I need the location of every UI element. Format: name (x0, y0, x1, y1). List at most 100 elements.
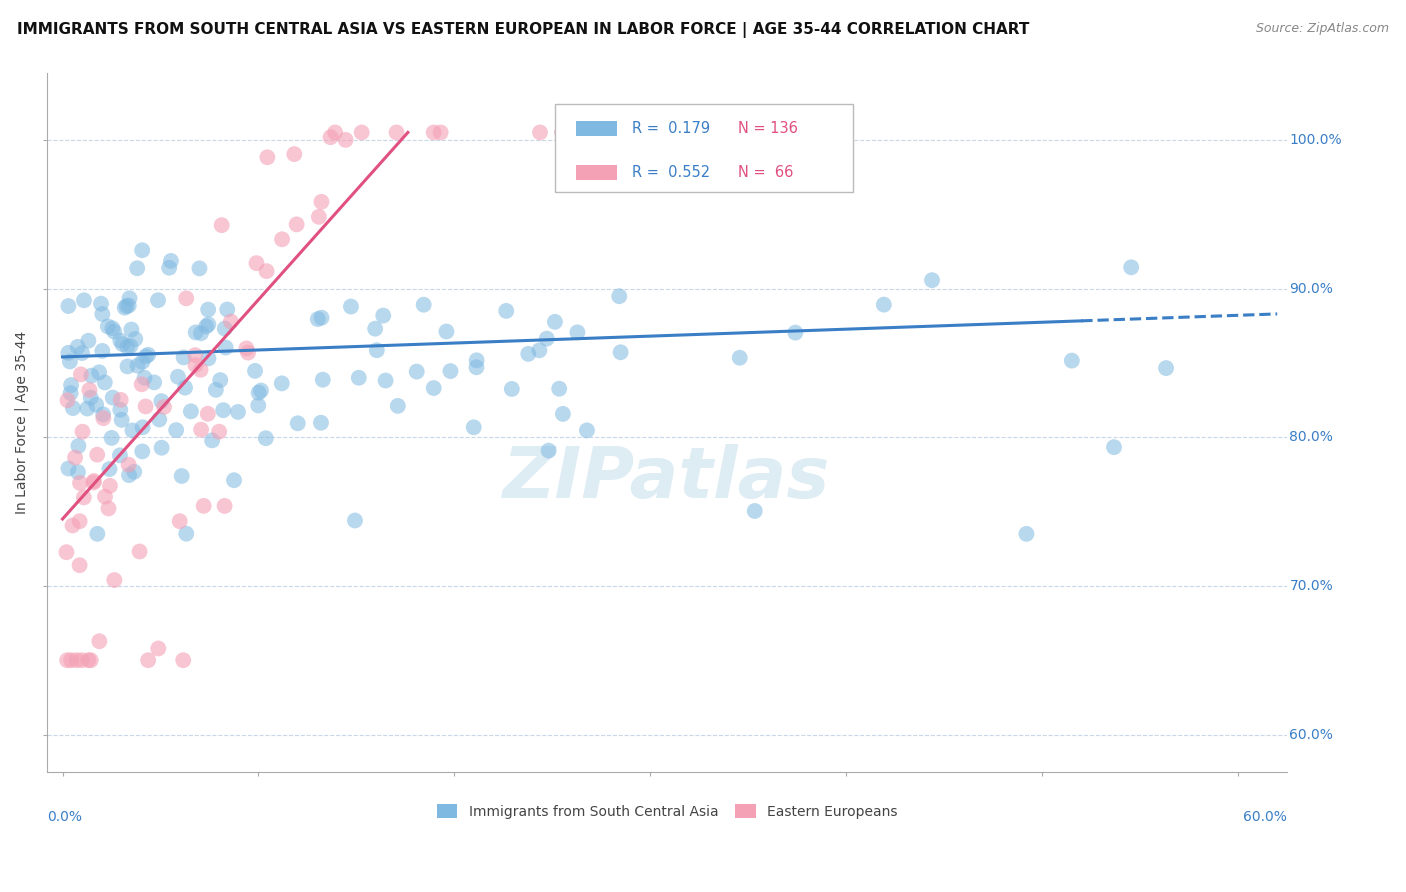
Point (311, 310, 333, 325)
Point (350, 125, 373, 139)
Point (335, 133, 357, 147)
Point (91, 307, 114, 321)
Point (76, 401, 98, 416)
Point (463, 420, 485, 434)
Point (173, 351, 195, 365)
Text: R =  0.552: R = 0.552 (633, 165, 710, 179)
Point (214, 341, 236, 355)
Point (517, 347, 540, 361)
Legend: Immigrants from South Central Asia, Eastern Europeans: Immigrants from South Central Asia, East… (432, 798, 903, 824)
Point (172, 653, 194, 667)
Point (91, 408, 114, 422)
Point (195, 319, 218, 334)
Point (89, 365, 111, 379)
Point (80, 653, 103, 667)
Point (108, 448, 131, 462)
Point (120, 322, 142, 336)
Point (84, 398, 107, 412)
Point (63, 450, 86, 465)
Point (150, 394, 173, 409)
Point (69, 558, 91, 573)
Point (551, 407, 574, 421)
Point (245, 256, 267, 270)
Point (270, 376, 292, 391)
Point (110, 334, 132, 348)
Point (311, 194, 333, 209)
Point (607, 289, 630, 303)
Point (174, 381, 197, 395)
Point (136, 348, 159, 362)
Point (405, 365, 427, 379)
Point (66, 340, 89, 354)
Point (190, 326, 212, 341)
Point (247, 385, 270, 400)
Point (62, 518, 84, 533)
Point (312, 373, 335, 387)
Point (422, 381, 444, 395)
Point (69, 475, 91, 490)
Point (465, 353, 488, 368)
Point (83, 474, 105, 488)
Point (143, 376, 166, 390)
Point (436, 325, 458, 339)
Point (307, 312, 329, 326)
Point (170, 469, 193, 483)
Point (103, 573, 125, 587)
Point (567, 326, 589, 340)
Text: 100.0%: 100.0% (1289, 133, 1343, 147)
Point (98, 479, 121, 493)
Point (247, 399, 270, 413)
Point (72, 425, 94, 439)
Point (548, 382, 571, 396)
Point (148, 412, 170, 426)
Point (117, 340, 139, 354)
Point (59, 354, 82, 368)
Point (55, 545, 77, 559)
Text: N =  66: N = 66 (738, 165, 793, 179)
Point (94, 490, 117, 504)
Point (69, 514, 91, 528)
Point (385, 125, 408, 139)
Point (60, 378, 83, 392)
Point (429, 125, 451, 139)
Point (197, 302, 219, 317)
Point (82, 475, 104, 490)
Point (495, 304, 517, 318)
Point (283, 147, 305, 161)
Point (128, 544, 150, 558)
Point (167, 369, 190, 384)
Point (131, 244, 153, 258)
Point (256, 264, 278, 278)
Point (412, 298, 434, 312)
Text: ZIPatlas: ZIPatlas (503, 443, 831, 513)
Point (285, 218, 308, 232)
Text: N = 136: N = 136 (738, 121, 797, 136)
Text: IMMIGRANTS FROM SOUTH CENTRAL ASIA VS EASTERN EUROPEAN IN LABOR FORCE | AGE 35-4: IMMIGRANTS FROM SOUTH CENTRAL ASIA VS EA… (17, 22, 1029, 38)
Point (1015, 526, 1038, 541)
Point (135, 400, 157, 414)
Point (222, 473, 245, 487)
Point (169, 514, 191, 528)
Point (103, 325, 125, 339)
Point (529, 125, 551, 139)
Point (131, 355, 153, 369)
Text: 60.0%: 60.0% (1243, 810, 1286, 824)
Point (131, 377, 153, 392)
Text: 80.0%: 80.0% (1289, 430, 1333, 444)
Point (374, 374, 396, 388)
Point (101, 321, 124, 335)
Point (176, 526, 198, 541)
Point (157, 260, 180, 275)
Point (439, 364, 461, 378)
Point (201, 434, 224, 448)
Point (131, 444, 153, 458)
Point (197, 318, 219, 332)
Point (58, 461, 80, 475)
Point (98, 462, 121, 476)
Point (537, 443, 560, 458)
Point (100, 431, 122, 445)
Point (212, 403, 235, 417)
Point (193, 499, 215, 513)
Point (250, 384, 273, 398)
Point (184, 348, 207, 362)
